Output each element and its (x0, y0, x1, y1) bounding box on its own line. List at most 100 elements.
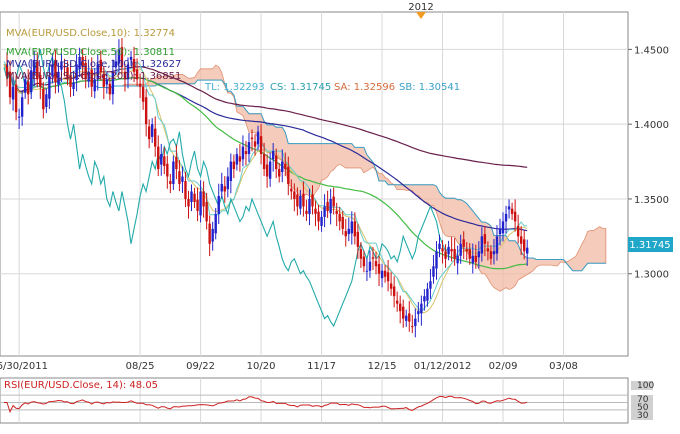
candle-body (432, 266, 435, 277)
y-tick-label: 1.4500 (634, 45, 669, 56)
candle-body (465, 249, 468, 252)
candle-body (522, 239, 526, 252)
candle-body (526, 247, 529, 254)
candle-body (105, 79, 109, 85)
legend-mva100: MVA(EUR/USD.Close,100): 1.32627 (6, 59, 181, 70)
candle-body (284, 163, 287, 170)
legend-mva200: MVA(EUR/USD.Close,200): 1.36851 (6, 71, 181, 82)
candle-body (338, 213, 341, 222)
candle-body (362, 256, 366, 267)
x-tick-label: 01/12/2012 (414, 361, 472, 372)
candle-body (429, 281, 432, 289)
y-tick-label: 1.3000 (634, 270, 669, 281)
candle-body (447, 246, 450, 255)
ichimoku-label-sb: SB: 1.30541 (399, 82, 460, 93)
candle-body (368, 261, 372, 271)
candle-body (278, 169, 281, 177)
candle-body (166, 163, 169, 177)
candle-body (211, 228, 214, 242)
legend-mva10: MVA(EUR/USD.Close,10): 1.32774 (6, 28, 175, 39)
candle-body (141, 86, 145, 102)
candle-body (54, 59, 57, 83)
candle-body (268, 161, 272, 179)
candle-body (450, 249, 453, 252)
candle-body (78, 56, 81, 69)
candle-body (262, 154, 266, 170)
candle-body (114, 61, 118, 68)
candle-body (299, 195, 302, 209)
x-tick-label: 12/15 (368, 361, 397, 372)
candle-body (72, 82, 75, 90)
candle-body (341, 216, 344, 229)
candle-body (480, 236, 484, 254)
chikou-line (3, 49, 450, 328)
candle-body (459, 243, 462, 256)
candle-body (205, 201, 208, 222)
candle-body (75, 64, 78, 81)
y-tick-label: 1.4000 (634, 120, 669, 131)
candle-body (344, 231, 347, 237)
rsi-tick-50: 50 (637, 403, 649, 413)
candle-body (241, 146, 245, 160)
candle-body (244, 151, 248, 155)
candle-body (420, 303, 423, 314)
y-tick-label: 1.3500 (634, 195, 669, 206)
candle-body (350, 221, 354, 234)
candle-body (20, 97, 24, 117)
candle-body (226, 176, 230, 190)
candle-body (510, 208, 514, 214)
candle-body (23, 79, 27, 93)
candle-body (87, 71, 90, 82)
candle-body (501, 221, 505, 234)
candle-body (359, 249, 363, 259)
candle-body (380, 270, 384, 279)
candle-body (411, 326, 414, 328)
candle-body (513, 211, 517, 222)
candle-body (468, 249, 471, 259)
candle-body (123, 71, 127, 80)
candle-body (374, 261, 378, 267)
candle-body (117, 49, 121, 64)
candle-body (81, 56, 84, 68)
candle-body (175, 157, 178, 170)
axes: 1.4500 1.4000 1.3500 1.3000 06/30/2011 08/25 0… (0, 45, 669, 372)
event-marker[interactable]: 2012 (408, 2, 434, 19)
candle-body (48, 76, 51, 99)
candle-body (311, 194, 314, 207)
candle-body (138, 83, 142, 87)
candle-body (144, 97, 148, 125)
candle-body (256, 131, 260, 145)
rsi-axis: 100 70 50 30 (631, 378, 654, 423)
candle-body (196, 199, 199, 211)
candle-body (402, 306, 405, 319)
candle-body (90, 69, 93, 87)
candle-body (214, 213, 217, 234)
candle-body (329, 198, 332, 214)
candle-body (132, 59, 136, 72)
candle-body (438, 243, 441, 250)
candle-body (33, 61, 36, 75)
candle-body (471, 255, 474, 264)
candle-body (259, 136, 263, 155)
candle-body (323, 206, 326, 217)
candle-body (93, 79, 96, 92)
candle-body (154, 128, 157, 147)
candle-body (308, 198, 311, 214)
candle-body (157, 146, 160, 170)
candle-body (456, 255, 459, 264)
candle-body (163, 156, 166, 167)
candle-body (435, 251, 438, 269)
candle-body (353, 221, 357, 237)
rsi-plot-frame (0, 377, 629, 424)
candle-body (405, 315, 408, 321)
rsi-line (0, 394, 628, 414)
candle-body (290, 188, 293, 192)
candle-body (271, 151, 275, 160)
event-marker-arrow-icon (416, 12, 426, 19)
candle-body (8, 71, 12, 98)
rsi-path (4, 395, 528, 414)
candle-body (11, 86, 15, 100)
legend-mva50: MVA(EUR/USD.Close,50): 1.30811 (6, 47, 175, 58)
